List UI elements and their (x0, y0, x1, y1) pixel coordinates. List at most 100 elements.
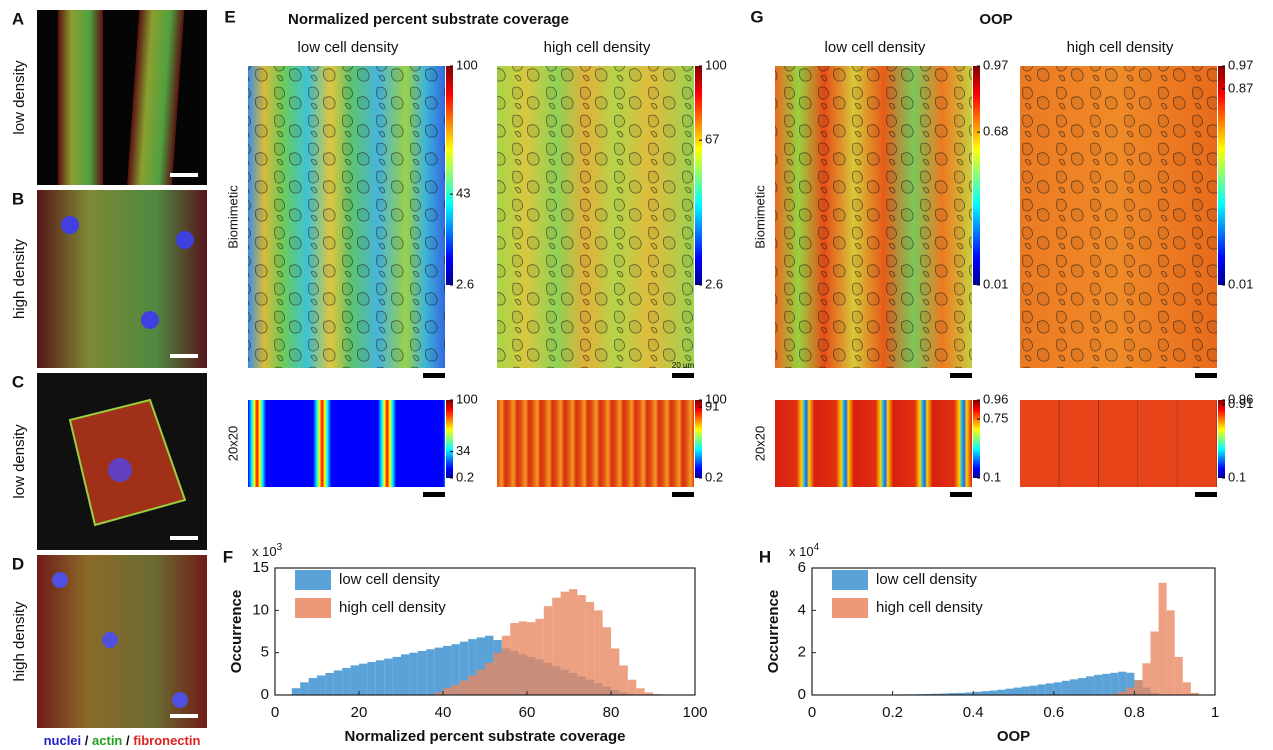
panel-label: F (223, 547, 233, 566)
scale-bar (170, 173, 198, 177)
colorbar-tick-label: 0.97 (983, 57, 1008, 72)
heatmap (248, 400, 445, 487)
colorbar-tick-label: 0.97 (1228, 57, 1253, 72)
legend-label: low cell density (339, 571, 440, 588)
scale-bar (170, 354, 198, 358)
scale-bar (423, 373, 445, 378)
x-tick-label: 20 (351, 704, 368, 721)
histogram-bar (644, 692, 653, 695)
x-tick-label: 0 (808, 704, 816, 721)
stain-legend: nuclei / actin / fibronectin (44, 733, 201, 748)
x-tick-label: 0.4 (963, 704, 984, 721)
colorbar-tick-label: 0.87 (1228, 80, 1253, 95)
histogram-bar (493, 652, 502, 695)
stain-fibronectin: fibronectin (133, 733, 200, 748)
y-scale-exponent: 3 (277, 542, 283, 553)
y-scale-label: x 103 (252, 542, 283, 560)
histogram-bar (1069, 679, 1078, 695)
histogram-bar (1013, 687, 1022, 695)
histogram-bar (1021, 686, 1030, 695)
colorbar (1218, 400, 1225, 478)
row-label: 20x20 (225, 426, 240, 461)
x-axis-label: Normalized percent substrate coverage (345, 728, 626, 745)
x-tick-label: 1 (1211, 704, 1219, 721)
panel-label: G (750, 7, 763, 26)
y-axis-label: Occurrence (228, 590, 245, 673)
stain-actin: actin (92, 733, 122, 748)
x-axis-label: OOP (997, 728, 1030, 745)
histogram-bar (434, 647, 443, 695)
histogram-bar (468, 675, 477, 695)
y-axis-label: Occurrence (765, 590, 782, 673)
y-scale-base: x 10 (252, 544, 277, 559)
colorbar-tick-label: 100 (456, 391, 478, 406)
colorbar (695, 66, 702, 285)
histogram-bar (443, 645, 452, 695)
axes-box (811, 567, 1216, 696)
nucleus (108, 458, 132, 482)
histogram-bar (1005, 688, 1014, 695)
scale-bar (672, 373, 694, 378)
map-title: Normalized percent substrate coverage (288, 11, 569, 28)
x-tick-label: 40 (435, 704, 452, 721)
histogram-bar (476, 637, 485, 695)
colorbar-tick-label: 2.6 (456, 276, 474, 291)
histogram-bar (1142, 663, 1151, 695)
histogram-bar (359, 663, 368, 695)
colorbar-tick-label: 0.1 (983, 469, 1001, 484)
histogram-bar (291, 688, 301, 695)
legend-swatch (832, 570, 868, 590)
side-label: high density (11, 601, 28, 682)
histogram-bar (619, 665, 628, 695)
histogram-bar (577, 595, 586, 695)
histogram-bar (451, 644, 460, 695)
histogram-bar (1118, 671, 1127, 695)
colorbar-tick-label: 0.2 (456, 469, 474, 484)
histogram-bar (1190, 692, 1199, 695)
histogram-bar (594, 610, 603, 695)
side-label: low density (11, 424, 28, 499)
side-label: high density (11, 238, 28, 319)
histogram-bar (518, 621, 527, 695)
y-scale-label: x 104 (789, 542, 820, 560)
colorbar-tick-label: 91 (705, 398, 719, 413)
colorbar-tick-label: 100 (456, 57, 478, 72)
histogram-bar (434, 692, 443, 695)
histogram-bar (350, 665, 359, 695)
contour-overlay (1020, 66, 1217, 368)
histogram-bar (333, 670, 343, 695)
y-tick-label: 0 (261, 686, 269, 703)
histogram-bar (1053, 682, 1062, 695)
y-scale-exponent: 4 (814, 542, 820, 553)
map-title: OOP (979, 11, 1012, 28)
contour-overlay (248, 66, 445, 368)
column-header: high cell density (544, 39, 651, 56)
histogram-bar (317, 675, 326, 695)
histogram-bar (1077, 678, 1087, 695)
histogram-bar (1061, 680, 1070, 695)
y-tick-label: 0 (798, 686, 806, 703)
histogram-bar (1174, 656, 1183, 695)
panel-label: E (224, 7, 235, 26)
stain-separator: / (85, 733, 89, 748)
histogram-bar (997, 689, 1006, 695)
histogram-bar (981, 691, 990, 695)
colorbar (973, 66, 980, 285)
scale-bar (672, 492, 694, 497)
colorbar-tick-label: 34 (456, 443, 470, 458)
colorbar-tick-label: 0.96 (1228, 391, 1253, 406)
colorbar-tick-label: 67 (705, 132, 719, 147)
colorbar (695, 400, 702, 478)
histogram-bar (367, 661, 376, 695)
x-tick-label: 0 (271, 704, 279, 721)
histogram-bar (543, 606, 553, 695)
histogram-bar (602, 627, 611, 695)
y-tick-label: 6 (798, 559, 806, 576)
histogram-bar (1158, 582, 1167, 695)
x-tick-label: 0.2 (882, 704, 903, 721)
cell-band (127, 10, 185, 185)
cell-band (58, 10, 103, 185)
histogram-bar (485, 662, 494, 695)
x-tick-label: 0.8 (1124, 704, 1145, 721)
